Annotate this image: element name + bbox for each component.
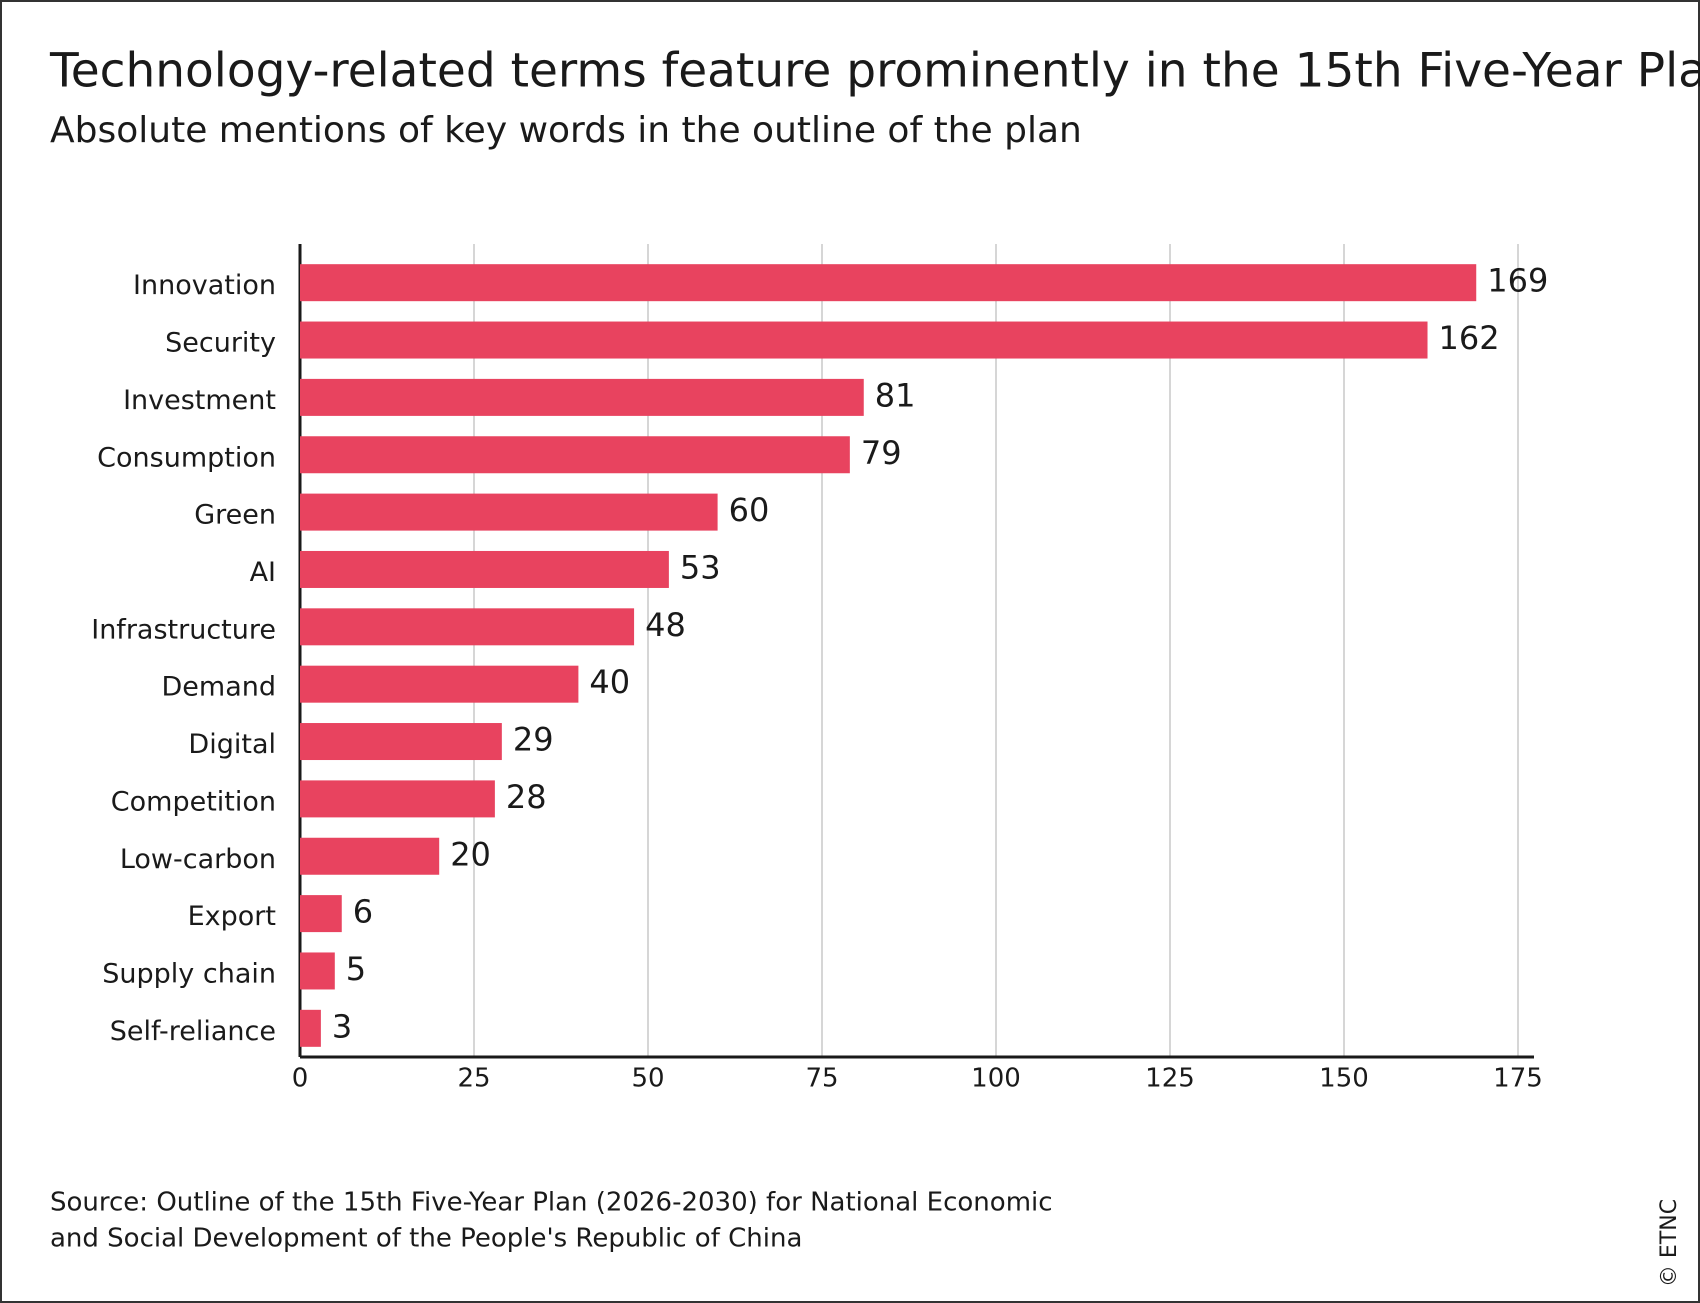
x-tick-label: 125 <box>1145 1064 1195 1094</box>
y-tick-label: Self-reliance <box>110 1016 276 1047</box>
y-tick-label: Consumption <box>97 442 276 473</box>
x-tick-label: 75 <box>805 1064 838 1094</box>
x-tick-label: 100 <box>971 1064 1021 1094</box>
y-tick-label: Investment <box>123 385 276 416</box>
chart-title: Technology-related terms feature promine… <box>49 44 1700 99</box>
chart-subtitle: Absolute mentions of key words in the ou… <box>50 110 1082 151</box>
x-tick-label: 175 <box>1493 1064 1543 1094</box>
y-tick-label: Supply chain <box>102 958 276 989</box>
y-tick-label: Infrastructure <box>91 614 276 645</box>
bar <box>300 550 669 588</box>
value-label: 20 <box>450 835 491 873</box>
value-label: 40 <box>589 663 630 701</box>
credit: © ETNC <box>1657 1199 1682 1287</box>
value-label: 162 <box>1439 319 1500 357</box>
x-tick-label: 150 <box>1319 1064 1369 1094</box>
value-label: 81 <box>875 376 916 414</box>
y-tick-label: Demand <box>162 672 277 703</box>
bar <box>300 321 1428 359</box>
y-tick-label: AI <box>250 557 276 588</box>
value-label: 28 <box>506 778 547 816</box>
x-tick-label: 0 <box>292 1064 309 1094</box>
source-line: and Social Development of the People's R… <box>50 1224 802 1254</box>
value-label: 48 <box>645 606 686 644</box>
value-label: 53 <box>680 548 721 586</box>
y-tick-label: Green <box>194 500 276 531</box>
y-tick-label: Competition <box>111 786 276 817</box>
bar <box>300 665 579 703</box>
bar <box>300 1009 321 1047</box>
bar <box>300 493 718 531</box>
bar <box>300 952 335 990</box>
value-label: 6 <box>353 893 373 931</box>
x-tick-label: 25 <box>457 1064 490 1094</box>
value-label: 3 <box>332 1007 352 1045</box>
value-label: 79 <box>861 434 902 472</box>
bar <box>300 264 1477 302</box>
value-label: 60 <box>729 491 770 529</box>
bar <box>300 780 495 818</box>
bar <box>300 378 864 416</box>
value-label: 169 <box>1487 262 1548 300</box>
y-tick-label: Low-carbon <box>120 844 276 875</box>
x-tick-label: 50 <box>631 1064 664 1094</box>
y-tick-label: Innovation <box>133 270 276 301</box>
bar <box>300 608 635 646</box>
y-tick-label: Digital <box>188 729 276 760</box>
source-line: Source: Outline of the 15th Five-Year Pl… <box>50 1188 1053 1218</box>
bar <box>300 723 502 761</box>
bar <box>300 895 342 933</box>
value-label: 5 <box>346 950 366 988</box>
value-label: 29 <box>513 721 554 759</box>
bar <box>300 837 440 875</box>
y-tick-label: Export <box>188 901 276 932</box>
bar <box>300 436 850 474</box>
y-tick-label: Security <box>165 328 276 359</box>
